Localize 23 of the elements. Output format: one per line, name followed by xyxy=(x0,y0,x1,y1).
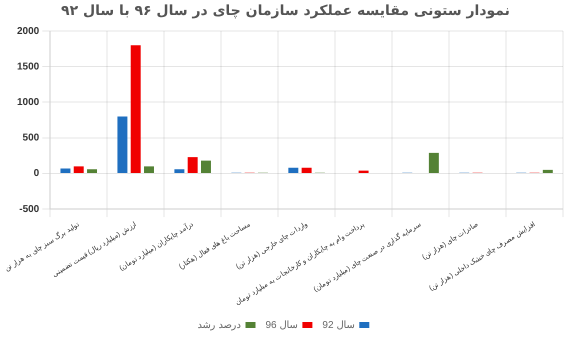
legend-label: درصد رشد xyxy=(198,320,240,331)
bar xyxy=(302,168,312,173)
y-tick-label: 500 xyxy=(22,132,40,144)
y-tick-label: 1000 xyxy=(17,96,40,108)
bar xyxy=(130,45,141,173)
bar xyxy=(74,166,84,173)
bar xyxy=(428,152,439,173)
bar xyxy=(542,170,553,173)
legend-label: سال 96 xyxy=(265,320,298,331)
y-tick-label: 2000 xyxy=(17,26,40,37)
bar xyxy=(60,168,70,173)
bar xyxy=(144,166,154,173)
bar xyxy=(200,160,211,173)
chart-title: نمودار ستونی مقایسه عملکرد سازمان چای در سال ۹۶ با سال ۹۲ xyxy=(60,2,511,21)
y-tick-label: 0 xyxy=(34,168,40,180)
y-tick-label: 1500 xyxy=(17,61,40,72)
bar xyxy=(288,168,298,173)
y-tick-label: -500 xyxy=(19,204,40,215)
bar xyxy=(188,157,198,173)
bar xyxy=(174,169,184,173)
bar xyxy=(87,169,98,173)
bar xyxy=(117,116,128,173)
legend-label: سال 92 xyxy=(322,320,354,331)
